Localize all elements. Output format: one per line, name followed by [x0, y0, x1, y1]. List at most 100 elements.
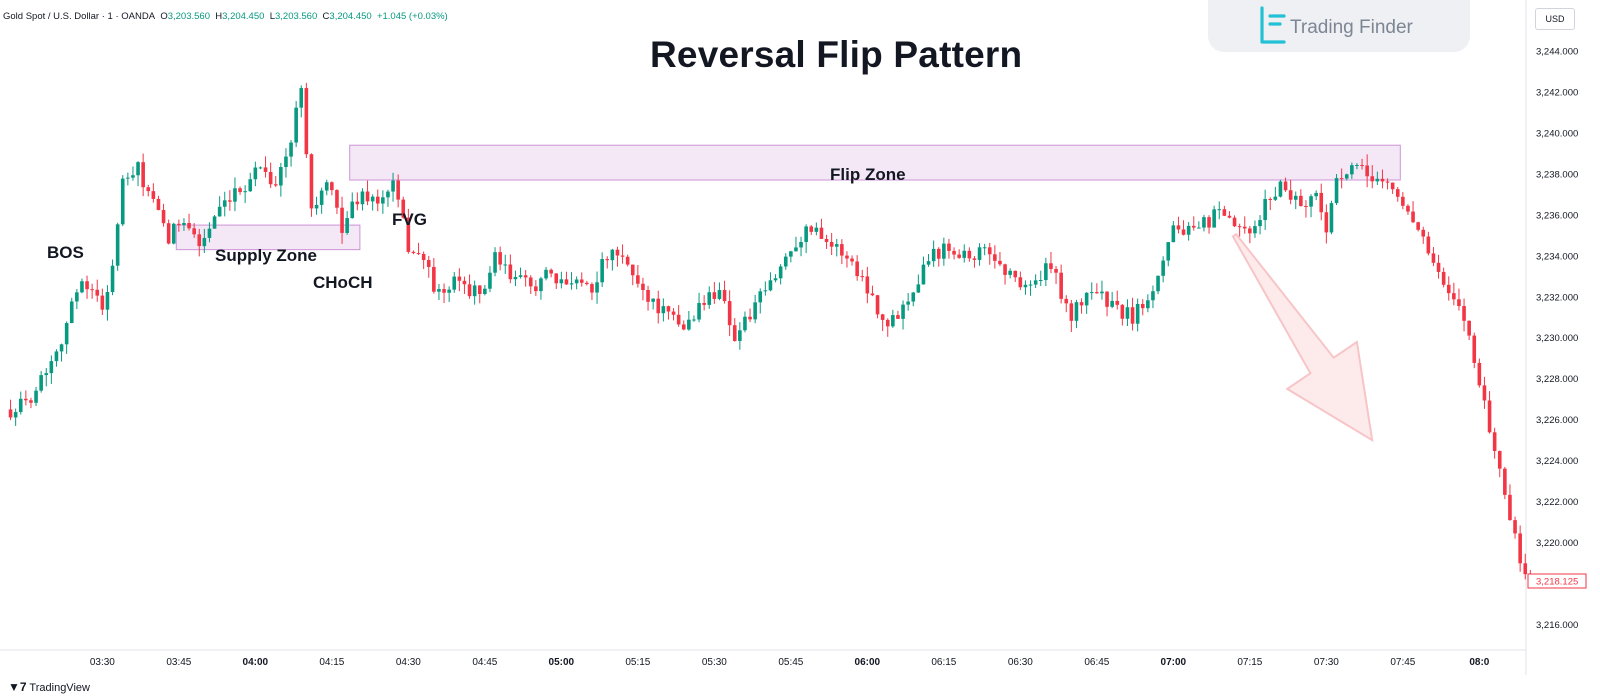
candle-body [1314, 192, 1318, 197]
candle-body [248, 179, 253, 192]
candle-body [54, 351, 59, 362]
candle-body [18, 398, 23, 413]
candle-body [1156, 275, 1160, 292]
candle-body [947, 243, 951, 251]
time-tick-label: 08:0 [1469, 657, 1489, 668]
price-tick-label: 3,236.000 [1536, 210, 1578, 221]
candle-body [1523, 563, 1528, 575]
candle-body [1344, 174, 1349, 179]
candle-body [95, 289, 100, 296]
candle-body [151, 191, 156, 199]
candle-body [666, 306, 671, 312]
candle-body [676, 314, 681, 325]
candle-body [778, 266, 783, 279]
ohlc-header: Gold Spot / U.S. Dollar · 1 · OANDA O3,2… [3, 11, 448, 22]
candle-body [758, 291, 763, 303]
candle-body [467, 284, 472, 297]
candle-body [1100, 291, 1104, 294]
candle-body [1242, 226, 1247, 229]
candle-body [687, 319, 691, 330]
time-tick-label: 05:45 [778, 657, 803, 668]
candle-body [136, 162, 140, 176]
candle-body [1334, 178, 1339, 204]
candle-body [314, 204, 319, 209]
candle-body [207, 228, 212, 238]
candle-body [503, 264, 508, 266]
candle-body [829, 241, 834, 247]
time-tick-label: 06:15 [931, 657, 956, 668]
candle-body [967, 250, 972, 259]
time-tick-label: 03:30 [90, 657, 115, 668]
candle-body [579, 279, 584, 283]
candle-body [1161, 260, 1165, 276]
candle-body [488, 272, 492, 289]
candle-body [340, 207, 344, 233]
candle-body [355, 201, 360, 205]
candle-body [885, 319, 890, 327]
candle-body [952, 250, 956, 255]
candle-body [447, 289, 451, 293]
time-axis[interactable]: 03:30 03:45 04:00 04:15 04:30 04:45 05:00 05:15… [90, 657, 1490, 668]
candle-body [1299, 195, 1303, 207]
candle-body [615, 249, 620, 256]
candle-body [1089, 292, 1094, 294]
candle-body [845, 255, 849, 259]
currency-button[interactable]: USD [1535, 8, 1575, 30]
candle-body [1176, 225, 1181, 230]
candle-body [350, 201, 355, 219]
candle-body [1487, 400, 1492, 433]
candle-body [814, 227, 819, 232]
candle-body [1074, 302, 1079, 321]
candle-body [508, 264, 513, 280]
candle-body [982, 247, 987, 249]
time-tick-label: 05:15 [625, 657, 650, 668]
tradingview-footer[interactable]: ▼7 TradingView [8, 680, 90, 694]
flip-zone-box[interactable] [349, 144, 1401, 181]
candle-body [585, 282, 589, 285]
candle-body [738, 330, 742, 341]
candle-body [834, 244, 839, 247]
candle-body [69, 301, 74, 324]
candle-body [1457, 299, 1461, 307]
price-axis[interactable]: 3,216.0003,218.0003,220.0003,222.0003,22… [1527, 46, 1587, 631]
candle-body [564, 279, 569, 285]
candle-body [1385, 181, 1390, 183]
candle-body [238, 188, 242, 193]
candle-body [1446, 284, 1451, 294]
time-tick-label: 04:15 [319, 657, 344, 668]
symbol-label[interactable]: Gold Spot / U.S. Dollar · 1 · OANDA [3, 11, 156, 22]
candle-body [1329, 203, 1334, 233]
candle-body [636, 275, 640, 284]
candle-body [110, 265, 115, 292]
price-tick-label: 3,242.000 [1536, 87, 1578, 98]
candle-body [217, 206, 222, 217]
candle-body [345, 218, 349, 233]
tradingview-logo-icon: ▼7 [8, 680, 27, 694]
candle-body [146, 187, 151, 192]
candle-body [442, 289, 446, 293]
candle-body [375, 196, 380, 204]
candle-body [141, 162, 145, 188]
candle-body [197, 234, 202, 247]
candle-body [600, 259, 604, 283]
candle-body [993, 254, 997, 261]
candle-body [1380, 178, 1385, 182]
time-tick-label: 07:15 [1237, 657, 1262, 668]
flip-zone-label: Flip Zone [830, 165, 906, 184]
logo-banner [1208, 0, 1470, 52]
candle-body [472, 285, 477, 297]
candle-body [192, 228, 196, 235]
candle-body [977, 247, 982, 260]
candle-body [8, 409, 13, 418]
candle-body [921, 264, 926, 285]
logo-text: Trading Finder [1290, 17, 1413, 38]
candle-body [131, 175, 135, 178]
supply-zone-box[interactable] [175, 224, 361, 251]
candle-body [1028, 284, 1033, 286]
candle-body [1064, 298, 1069, 304]
candle-body [513, 276, 518, 280]
candle-body [304, 88, 309, 155]
candle-body [860, 276, 865, 278]
candle-body [1426, 236, 1431, 254]
